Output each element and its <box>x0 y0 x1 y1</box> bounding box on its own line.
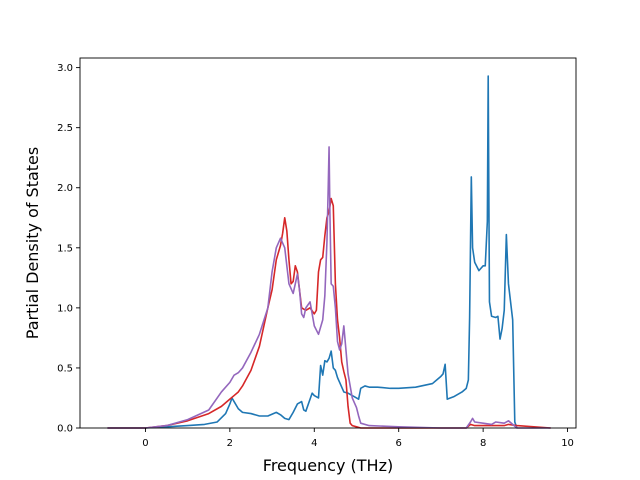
y-tick-label: 0.0 <box>57 424 73 435</box>
x-axis: 0 2 4 6 8 10 <box>142 428 574 449</box>
y-tick-label: 2.5 <box>57 123 73 134</box>
x-tick-label: 10 <box>561 438 574 449</box>
x-axis-label: Frequency (THz) <box>263 456 393 475</box>
y-tick-label: 0.5 <box>57 363 73 374</box>
x-tick-label: 4 <box>311 438 317 449</box>
y-tick-label: 3.0 <box>57 63 73 74</box>
y-tick-label: 1.0 <box>57 303 73 314</box>
y-tick-label: 1.5 <box>57 243 73 254</box>
series-line-3 <box>107 146 551 429</box>
y-axis: 0.0 0.5 1.0 1.5 2.0 2.5 3.0 <box>57 63 80 435</box>
plot-frame <box>79 57 577 429</box>
y-tick-label: 2.0 <box>57 183 73 194</box>
x-tick-label: 6 <box>396 438 402 449</box>
x-tick-label: 0 <box>142 438 148 449</box>
x-tick-label: 2 <box>227 438 233 449</box>
x-tick-label: 8 <box>480 438 486 449</box>
y-axis-label: Partial Density of States <box>23 147 42 339</box>
